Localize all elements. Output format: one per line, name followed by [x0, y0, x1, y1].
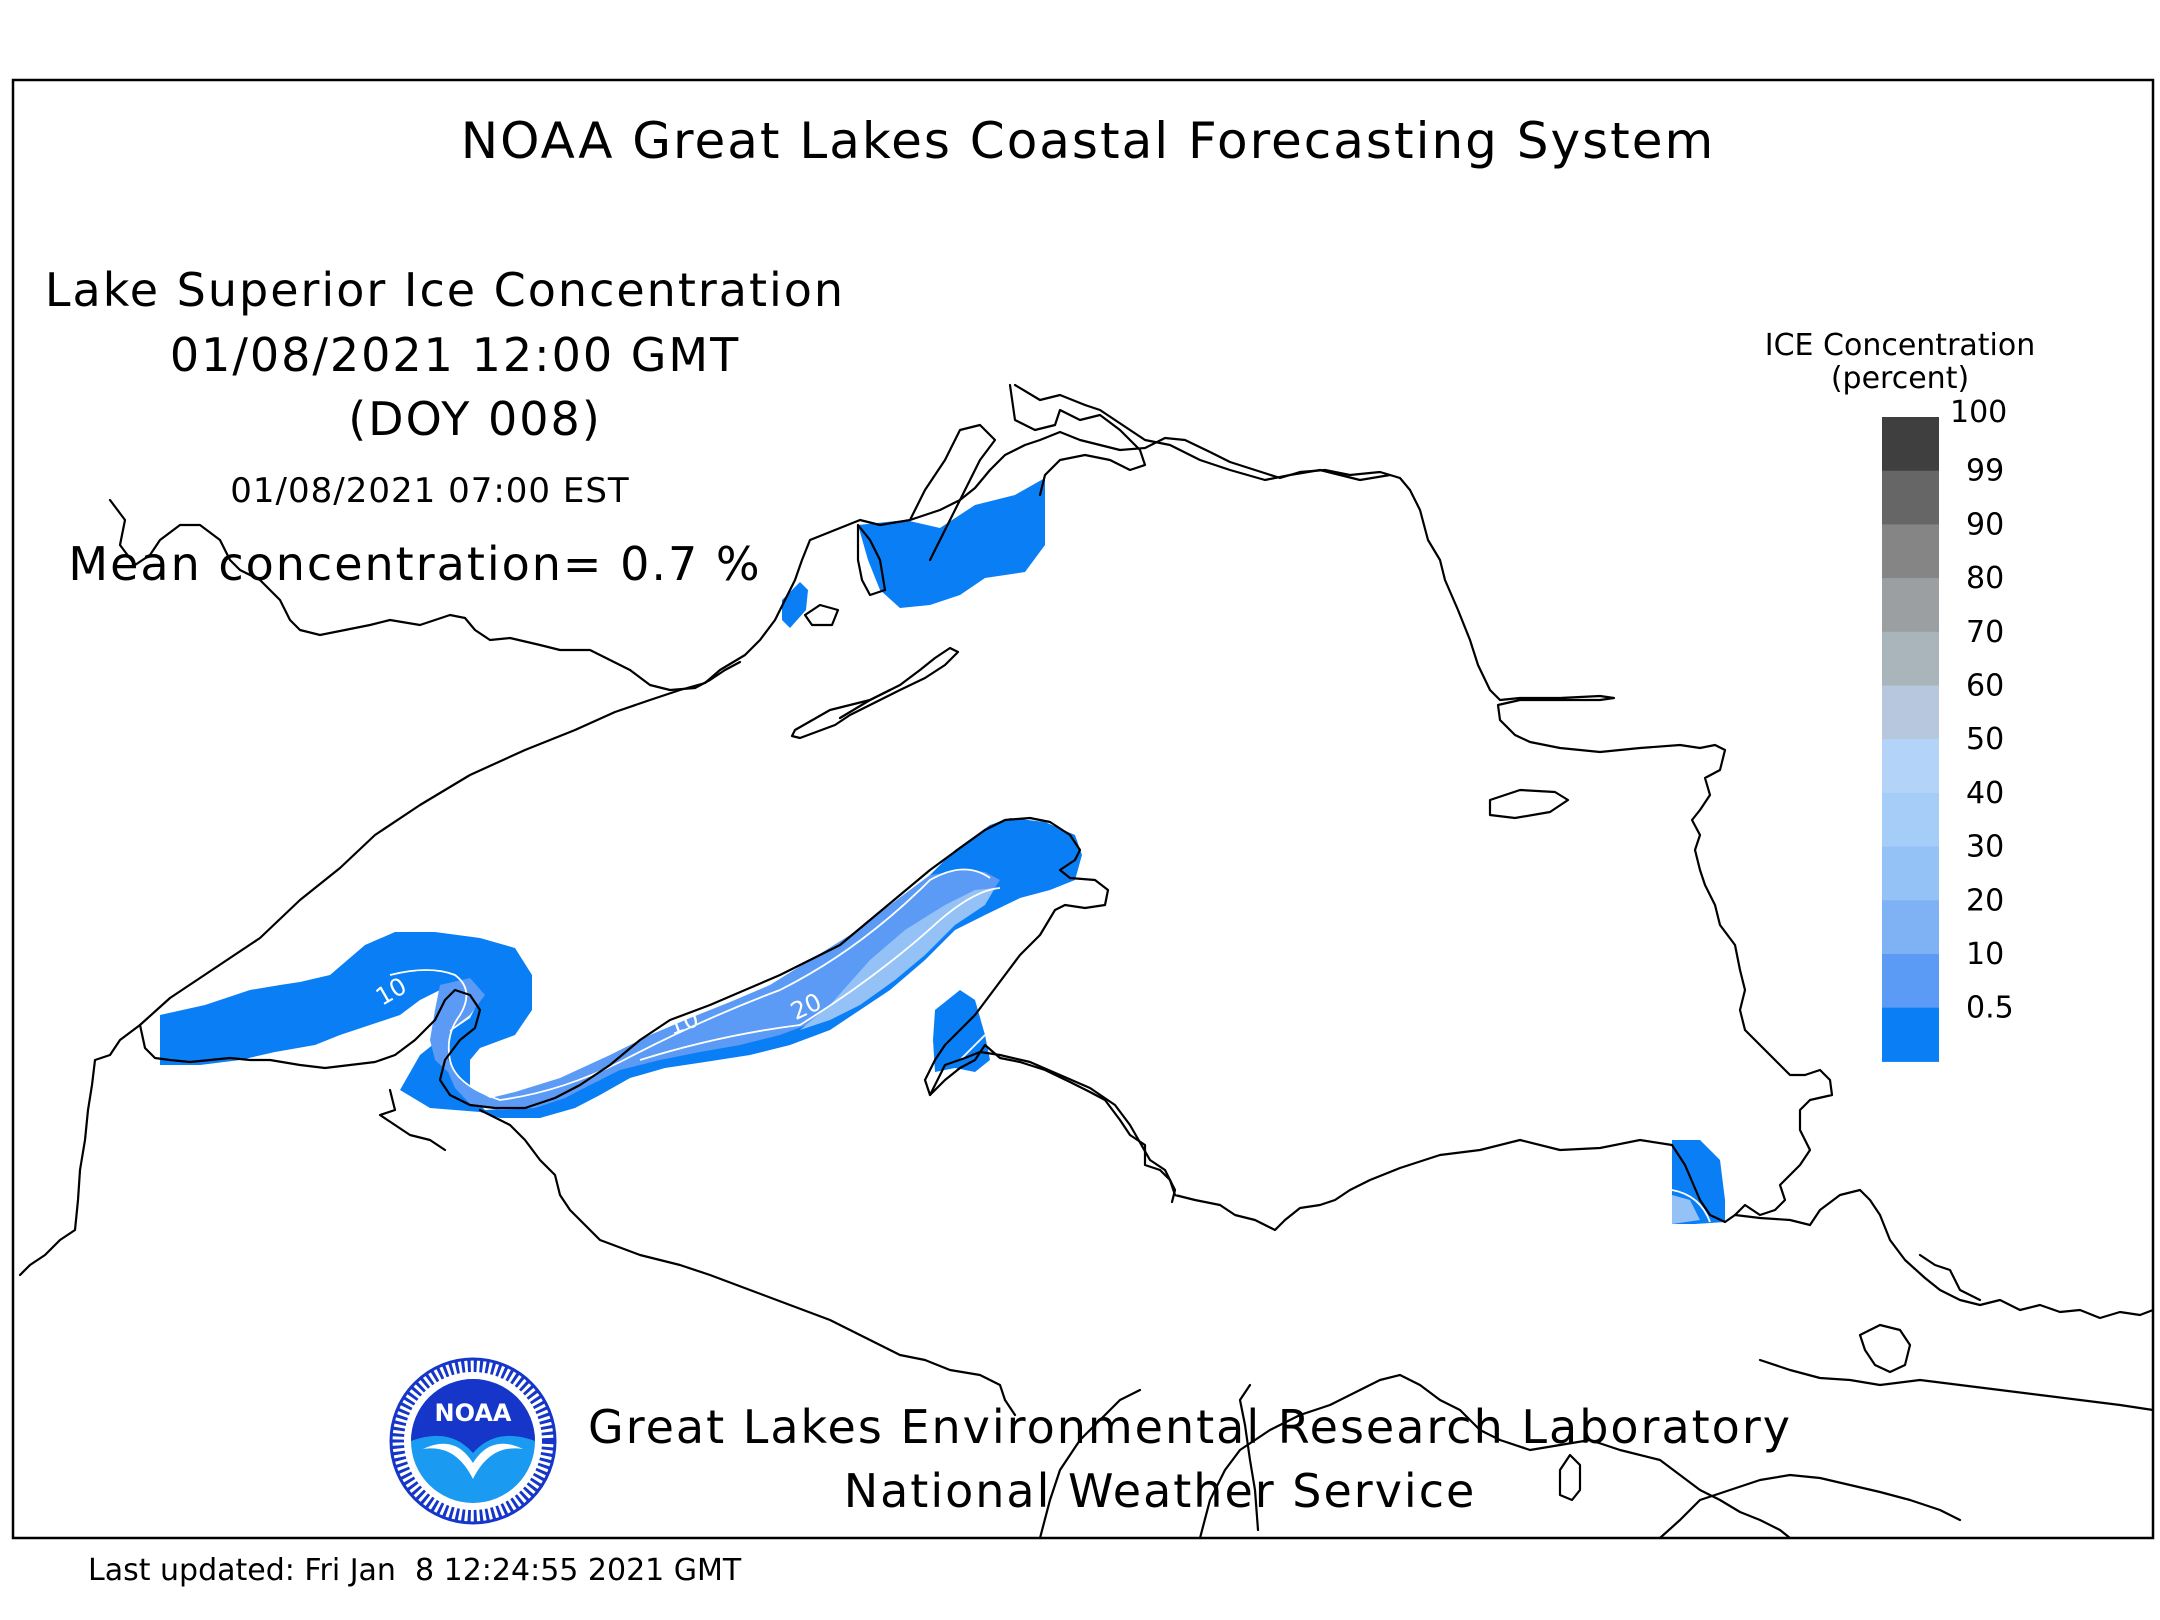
legend-level-label: 90: [1966, 507, 2004, 542]
legend-level-label: 80: [1966, 561, 2004, 596]
logo-text: NOAA: [435, 1399, 512, 1427]
contour-keweenaw: [959, 1034, 986, 1061]
coast-keweenaw: [928, 1050, 1177, 1204]
legend-swatch: [1882, 954, 1939, 1009]
legend-swatches: [1882, 417, 1939, 1062]
contour-whitefish: [1671, 1189, 1711, 1223]
legend: ICE Concentration (percent) 100 99 90 80 70 6…: [1765, 328, 2036, 1062]
logo-top-dark: [411, 1379, 535, 1453]
ice-patch-keweenaw: [933, 990, 990, 1072]
legend-swatch: [1882, 578, 1939, 633]
logo-ring-text-band: [392, 1360, 554, 1522]
page-title: NOAA Great Lakes Coastal Forecasting Sys…: [461, 112, 1716, 170]
service-name: National Weather Service: [844, 1464, 1477, 1518]
gmt-time: 01/08/2021 12:00 GMT: [170, 328, 740, 382]
coast-south-inland-1: [478, 1108, 1017, 1417]
legend-swatch: [1882, 739, 1939, 794]
legend-swatch: [1882, 900, 1939, 955]
legend-title-line2: (percent): [1831, 361, 1969, 396]
coast-north-shore: [138, 430, 1834, 1232]
legend-level-label: 40: [1966, 776, 2004, 811]
legend-swatch: [1882, 524, 1939, 579]
coast-duluth: [18, 1023, 142, 1277]
legend-level-label: 30: [1966, 830, 2004, 865]
legend-labels: 100 99 90 80 70 60 50 40 30 20 10 0.5: [1950, 395, 2014, 1026]
legend-level-label: 10: [1966, 937, 2004, 972]
map-title: Lake Superior Ice Concentration: [45, 263, 845, 317]
legend-swatch: [1882, 685, 1939, 740]
coast-beaver-island: [1558, 1453, 1582, 1502]
legend-swatch: [1882, 792, 1939, 848]
contour-20-west: [639, 887, 1001, 1061]
ice-band-whitefish-10: [1672, 1195, 1700, 1224]
map-frame: [11, 78, 2155, 1540]
coast-nipigon-bay: [856, 423, 997, 597]
legend-swatch: [1882, 417, 1939, 472]
coast-east-islands: [1858, 1253, 1982, 1374]
coastlines: [18, 383, 2155, 1540]
legend-title-line1: ICE Concentration: [1765, 328, 2036, 363]
legend-swatch: [1882, 470, 1939, 525]
legend-level-label: 0.5: [1966, 991, 2014, 1026]
day-of-year: (DOY 008): [348, 392, 602, 446]
coast-sault-area: [1733, 1188, 2155, 1320]
coast-lower-right: [1658, 1473, 1962, 1540]
legend-level-label: 60: [1966, 669, 2004, 704]
coast-isle-royale-inner: [838, 688, 892, 720]
legend-level-label: 99: [1966, 454, 2004, 489]
coast-thunder-bay: [1008, 383, 1147, 497]
coast-north-inland: [1013, 383, 1392, 482]
last-updated: Last updated: Fri Jan 8 12:24:55 2021 GM…: [88, 1553, 742, 1588]
noaa-logo: NOAA: [389, 1357, 557, 1525]
coast-michipicoten: [1488, 788, 1570, 820]
coast-south-inland-2: [378, 1088, 447, 1152]
coast-small-island-north: [803, 603, 840, 627]
legend-level-label: 100: [1950, 395, 2007, 430]
legend-swatch: [1882, 846, 1939, 901]
legend-level-label: 70: [1966, 615, 2004, 650]
legend-level-label: 20: [1966, 883, 2004, 918]
ice-band-20: [800, 888, 995, 1030]
contour-10-west: [389, 868, 991, 1101]
legend-swatch: [1882, 1007, 1939, 1062]
lab-name: Great Lakes Environmental Research Labor…: [588, 1400, 1792, 1454]
coast-green-bay: [1038, 1383, 1260, 1540]
mean-concentration: Mean concentration= 0.7 %: [68, 537, 761, 591]
ice-patch-nipigon: [858, 478, 1045, 608]
logo-gull: [423, 1443, 523, 1479]
est-time: 01/08/2021 07:00 EST: [230, 471, 629, 511]
legend-level-label: 50: [1966, 722, 2004, 757]
legend-swatch: [1882, 631, 1939, 686]
coast-northwest-river: [108, 498, 742, 692]
coast-lake-huron-north: [1758, 1358, 2155, 1412]
